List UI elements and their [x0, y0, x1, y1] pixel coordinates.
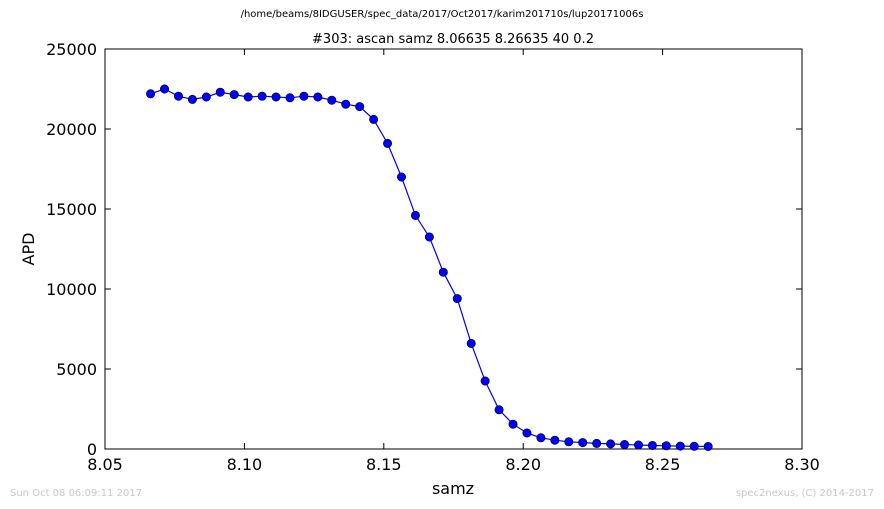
data-point-22 [452, 294, 462, 304]
data-point-40 [703, 441, 713, 451]
data-point-39 [689, 441, 699, 451]
data-point-21 [438, 267, 448, 277]
y-axis: 0 5000 10000 15000 20000 25000 [46, 40, 802, 459]
timestamp: Sun Oct 08 06:09:11 2017 [10, 488, 143, 499]
data-point-0 [146, 89, 156, 99]
data-point-15 [355, 102, 365, 112]
data-point-33 [606, 439, 616, 449]
data-point-11 [299, 91, 309, 101]
data-point-2 [173, 91, 183, 101]
data-point-31 [578, 438, 588, 448]
data-point-35 [633, 440, 643, 450]
data-point-4 [201, 92, 211, 102]
data-point-23 [466, 338, 476, 348]
x-tick-label-2: 8.15 [366, 455, 402, 474]
credit: spec2nexus, (C) 2014-2017 [735, 488, 874, 499]
data-point-37 [661, 441, 671, 451]
data-point-29 [550, 435, 560, 445]
x-tick-label-0: 8.05 [87, 455, 123, 474]
series-apd [146, 84, 713, 451]
y-tick-label-0: 0 [87, 440, 97, 459]
y-tick-label-1: 5000 [56, 360, 97, 379]
data-point-18 [396, 172, 406, 182]
data-point-17 [383, 138, 393, 148]
data-point-24 [480, 376, 490, 386]
data-point-32 [592, 438, 602, 448]
data-point-10 [285, 93, 295, 103]
x-tick-label-4: 8.25 [645, 455, 681, 474]
data-point-26 [508, 419, 518, 429]
y-tick-label-3: 15000 [46, 200, 97, 219]
x-axis: 8.05 8.10 8.15 8.20 8.25 8.30 [87, 49, 820, 474]
data-point-27 [522, 428, 532, 438]
data-point-1 [160, 84, 170, 94]
data-point-36 [647, 440, 657, 450]
data-point-13 [327, 95, 337, 105]
x-tick-label-1: 8.10 [227, 455, 263, 474]
data-point-25 [494, 405, 504, 415]
data-point-8 [257, 91, 267, 101]
y-tick-label-4: 20000 [46, 120, 97, 139]
y-tick-label-2: 10000 [46, 280, 97, 299]
y-axis-label: APD [19, 233, 38, 266]
data-point-9 [271, 92, 281, 102]
data-point-16 [369, 114, 379, 124]
data-point-28 [536, 433, 546, 443]
x-axis-label: samz [432, 479, 474, 498]
data-point-3 [187, 94, 197, 104]
data-point-30 [564, 437, 574, 447]
data-point-6 [229, 90, 239, 100]
data-point-34 [620, 440, 630, 450]
data-point-5 [215, 87, 225, 97]
x-tick-label-5: 8.30 [784, 455, 820, 474]
x-tick-label-3: 8.20 [505, 455, 541, 474]
chart-title: #303: ascan samz 8.06635 8.26635 40 0.2 [312, 32, 594, 47]
data-point-19 [410, 210, 420, 220]
data-point-12 [313, 92, 323, 102]
data-point-14 [341, 99, 351, 109]
data-point-20 [424, 232, 434, 242]
plot-area [104, 48, 803, 450]
y-tick-label-5: 25000 [46, 40, 97, 59]
data-point-38 [675, 441, 685, 451]
plot-frame [104, 48, 803, 450]
data-point-7 [243, 92, 253, 102]
page-path: /home/beams/8IDGUSER/spec_data/2017/Oct2… [240, 9, 644, 20]
